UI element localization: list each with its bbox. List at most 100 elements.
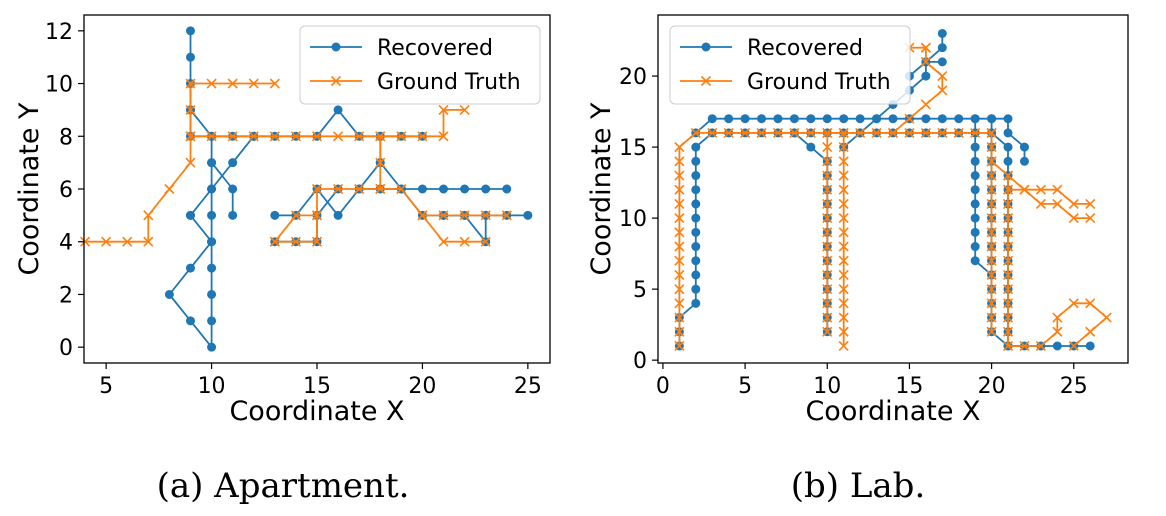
data-point — [674, 312, 685, 323]
series-line — [991, 160, 1091, 205]
data-point — [1052, 198, 1063, 209]
data-point — [838, 213, 849, 224]
series-lab-ground-truth — [674, 42, 1112, 352]
data-point — [691, 256, 701, 266]
data-point — [1002, 184, 1014, 195]
data-point — [691, 270, 701, 280]
data-point — [206, 131, 217, 142]
data-point — [822, 198, 833, 209]
data-point — [937, 57, 947, 67]
data-point — [1019, 156, 1029, 166]
data-point — [1085, 341, 1095, 351]
series-apartment-ground-truth — [79, 78, 512, 247]
data-point — [838, 298, 849, 309]
data-point — [986, 227, 997, 238]
series-line — [1008, 188, 1091, 219]
legend-apartment: Recovered Ground Truth — [299, 25, 541, 105]
data-point — [523, 210, 533, 220]
series-line — [1007, 175, 1108, 347]
data-point — [1019, 142, 1029, 152]
legend-entry-label: Ground Truth — [377, 70, 521, 95]
y-tick-label: 5 — [633, 278, 647, 303]
y-axis-label-lab: Coordinate Y — [586, 102, 617, 276]
data-point — [1002, 326, 1014, 337]
data-point — [311, 236, 323, 247]
data-point — [970, 185, 980, 195]
legend-swatch-marker — [331, 42, 341, 52]
data-point — [822, 170, 833, 181]
data-point — [227, 131, 238, 142]
x-tick-label: 15 — [895, 374, 923, 399]
data-point — [740, 127, 751, 138]
x-tick-label: 0 — [656, 374, 670, 399]
data-point — [838, 170, 849, 181]
data-point — [838, 326, 849, 337]
data-point — [822, 227, 833, 238]
data-point — [937, 71, 948, 82]
data-point — [691, 298, 701, 308]
data-point — [270, 210, 280, 220]
legend-entry-label: Ground Truth — [747, 70, 891, 95]
data-point — [904, 113, 915, 124]
data-point — [207, 342, 217, 352]
data-point — [691, 199, 701, 209]
data-point — [674, 326, 685, 337]
data-point — [1002, 340, 1014, 352]
data-point — [1085, 198, 1096, 209]
data-point — [986, 184, 997, 195]
data-point — [207, 184, 217, 194]
data-point — [459, 210, 470, 221]
data-point — [1002, 213, 1014, 224]
data-point — [290, 236, 301, 247]
data-point — [822, 312, 833, 323]
data-point — [674, 198, 685, 209]
data-point — [937, 127, 948, 138]
data-point — [954, 114, 964, 124]
data-point — [396, 183, 407, 195]
data-point — [838, 340, 849, 352]
data-point — [806, 114, 816, 124]
series-line — [274, 188, 507, 217]
data-point — [143, 236, 154, 247]
data-point — [269, 131, 280, 142]
data-point — [987, 114, 997, 124]
data-point — [1052, 341, 1062, 351]
data-point — [838, 255, 849, 266]
data-point — [185, 26, 195, 36]
data-point — [1002, 227, 1014, 238]
data-point — [1068, 213, 1079, 224]
legend-swatch-marker — [330, 75, 342, 87]
legend-lab: Recovered Ground Truth — [669, 25, 911, 105]
data-point — [970, 171, 980, 181]
data-point — [248, 78, 259, 89]
data-point — [438, 104, 449, 115]
data-point — [921, 71, 931, 81]
data-point — [674, 255, 685, 266]
data-point — [822, 284, 833, 295]
data-point — [674, 241, 685, 252]
data-point — [459, 236, 470, 247]
data-point — [986, 170, 997, 181]
data-point — [674, 156, 685, 167]
data-point — [674, 142, 685, 153]
data-point — [970, 227, 980, 237]
data-point — [207, 316, 217, 326]
data-point — [185, 263, 195, 273]
data-point — [502, 184, 512, 194]
data-point — [937, 43, 947, 53]
data-point — [311, 183, 323, 195]
data-point — [1085, 326, 1096, 337]
data-point — [986, 255, 997, 266]
data-point — [691, 284, 701, 294]
data-point — [822, 142, 833, 153]
x-tick-label: 20 — [408, 374, 436, 399]
data-point — [417, 184, 427, 194]
panel-apartment: 5 10 15 20 25 0 2 4 6 8 10 12 Coordinate X Coordinate… — [14, 14, 551, 506]
data-point — [375, 157, 386, 168]
data-point — [1035, 198, 1046, 209]
data-point — [375, 183, 386, 195]
data-point — [1052, 312, 1063, 323]
data-point — [822, 127, 833, 138]
data-point — [480, 210, 491, 221]
data-point — [290, 131, 301, 142]
